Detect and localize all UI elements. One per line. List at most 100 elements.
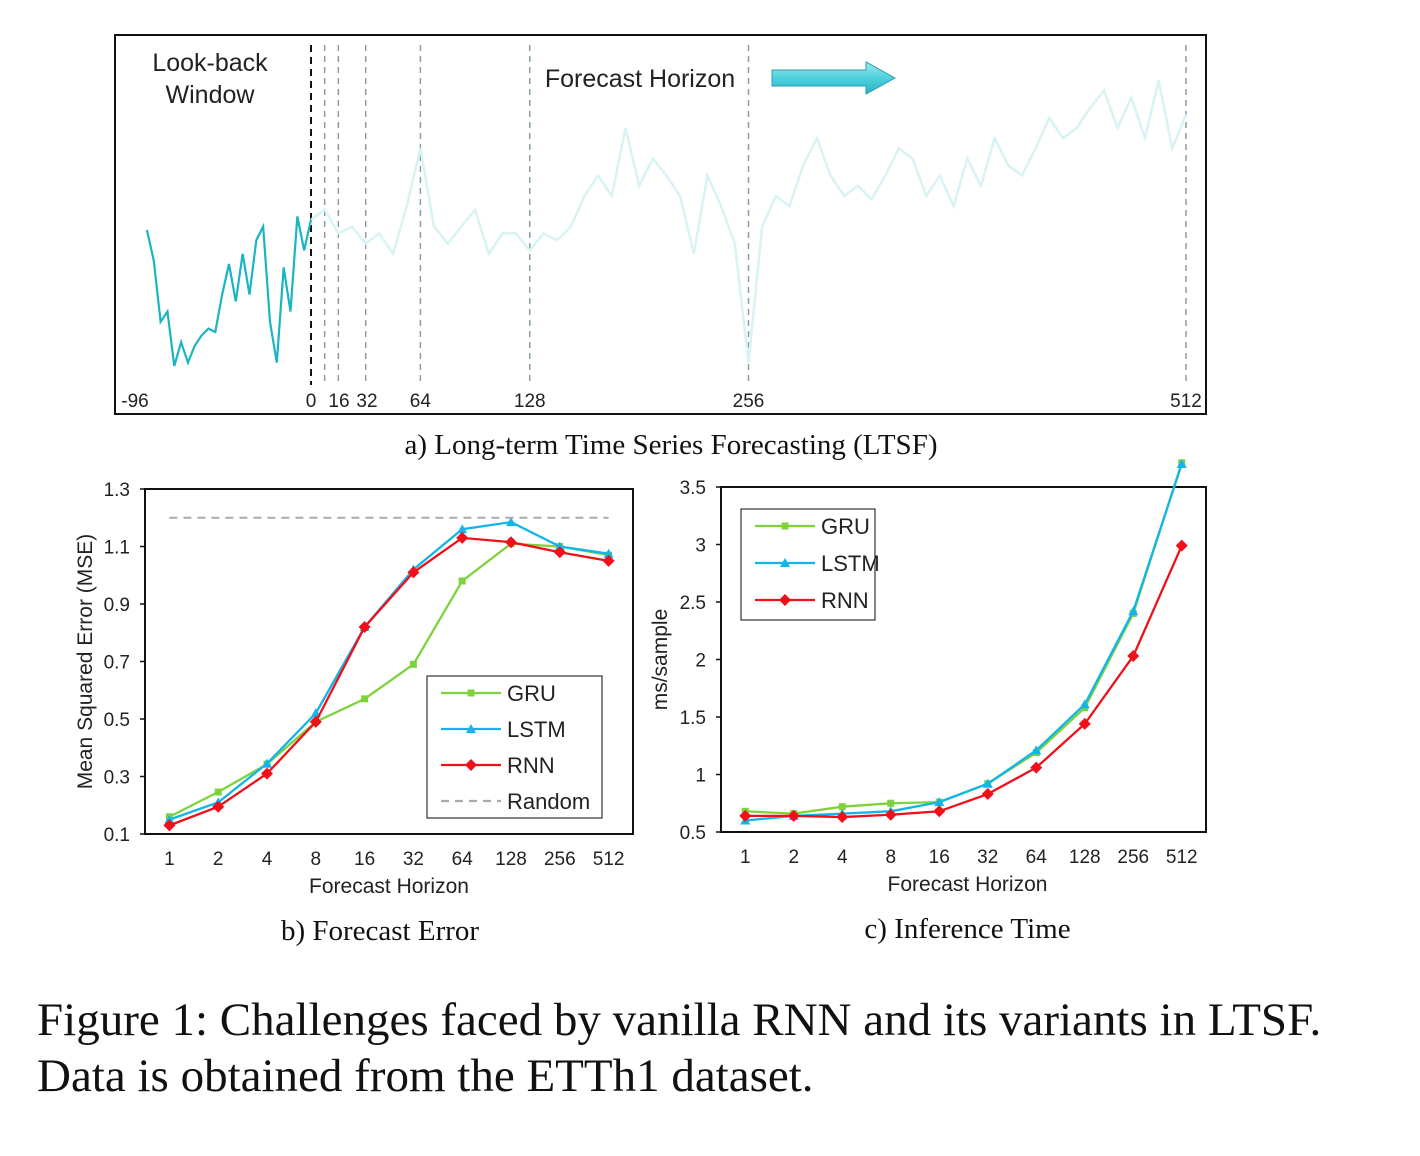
- ytick-label: 0.5: [104, 710, 130, 731]
- figure-caption: Figure 1: Challenges faced by vanilla RN…: [37, 994, 1322, 1102]
- legend-label: RNN: [821, 588, 869, 613]
- xtick-label: 16: [929, 847, 950, 868]
- xtick-label: 32: [356, 391, 377, 412]
- data-point: [358, 621, 371, 633]
- xtick-label: 32: [977, 847, 998, 868]
- legend-entry-rnn: RNN: [441, 753, 555, 778]
- forecast-horizon-label: Forecast Horizon: [545, 65, 735, 93]
- data-point: [456, 531, 469, 544]
- legend-marker: [780, 558, 790, 567]
- series-line: [168, 536, 609, 827]
- y-axis-label: ms/sample: [649, 609, 672, 711]
- lookback-series-line: [145, 216, 313, 367]
- xtick-label: 16: [354, 849, 375, 870]
- ytick-label: 0.1: [104, 825, 130, 846]
- data-point: [933, 805, 946, 818]
- xtick-label: 256: [733, 391, 765, 412]
- xtick-label: 4: [837, 847, 848, 868]
- legend-label: LSTM: [507, 717, 566, 742]
- legend-marker: [779, 594, 791, 606]
- xtick-label: 8: [311, 849, 322, 870]
- data-point: [1031, 745, 1042, 755]
- legend-entry-gru: GRU: [755, 514, 870, 539]
- arrow-right-icon: [771, 61, 897, 95]
- ytick-label: 2: [695, 651, 706, 672]
- lookback-label-line2: Window: [166, 81, 256, 109]
- data-point: [1128, 606, 1139, 616]
- data-point: [505, 536, 517, 549]
- lookback-label-line1: Look-back: [152, 49, 268, 77]
- legend-marker: [781, 522, 789, 530]
- data-point: [934, 797, 945, 807]
- panel-a-caption: a) Long-term Time Series Forecasting (LT…: [405, 429, 938, 461]
- legend-box: [740, 508, 876, 621]
- data-point: [836, 811, 849, 824]
- data-point: [261, 767, 273, 780]
- xtick-label: 0: [306, 391, 317, 412]
- legend: GRU LSTM RNN Random: [426, 675, 603, 819]
- ytick-label: 1: [695, 766, 706, 787]
- y-axis-label: Mean Squared Error (MSE): [74, 534, 97, 790]
- data-point: [506, 517, 516, 527]
- ytick-label: 0.7: [104, 653, 130, 674]
- data-point: [739, 809, 752, 822]
- xtick-label: 256: [1117, 847, 1149, 868]
- data-point: [884, 808, 897, 821]
- xtick-label: 256: [544, 849, 576, 870]
- data-point: [309, 715, 322, 728]
- forecast-series-line: [310, 80, 1188, 363]
- data-point: [1030, 761, 1043, 774]
- data-point: [887, 799, 895, 807]
- xtick-label: 32: [403, 849, 424, 870]
- legend-box: [426, 675, 603, 819]
- data-point: [458, 577, 466, 585]
- data-point: [262, 758, 272, 768]
- ytick-label: 3: [695, 536, 706, 557]
- series-line: [168, 542, 609, 818]
- xtick-label: 128: [514, 391, 546, 412]
- ytick-label: 0.5: [680, 823, 706, 844]
- xtick-label: 512: [1166, 847, 1198, 868]
- xtick-label: 2: [213, 849, 224, 870]
- legend-label: RNN: [507, 753, 555, 778]
- data-point: [407, 566, 420, 579]
- xtick-label: 8: [885, 847, 896, 868]
- xtick-label: 64: [452, 849, 474, 870]
- xtick-label: 64: [410, 391, 432, 412]
- data-point: [553, 546, 566, 559]
- xtick-label: 128: [1069, 847, 1101, 868]
- panel-caption: c) Inference Time: [864, 913, 1070, 945]
- data-point: [1078, 717, 1091, 730]
- xtick-label: 512: [1170, 391, 1202, 412]
- legend-marker: [465, 759, 477, 771]
- panel-b-forecast-error: 0.1 0.3 0.5 0.7 0.9 1.1 1.3 1 2 4 8 16 32 64 128 256 512…: [74, 480, 634, 947]
- xtick-label: 64: [1026, 847, 1048, 868]
- data-point: [554, 541, 565, 551]
- legend-marker: [467, 689, 475, 697]
- legend-entry-random: Random: [441, 789, 590, 814]
- x-axis-label: Forecast Horizon: [309, 875, 469, 898]
- data-point: [164, 814, 175, 824]
- panel-c-inference-time: 0.5 1 1.5 2 2.5 3 3.5 1 2 4 8 16 32 64 128 256 512 Foreca…: [649, 459, 1207, 945]
- data-point: [602, 554, 615, 567]
- legend-marker: [466, 724, 476, 733]
- series-rnn: [739, 539, 1188, 824]
- xtick-label: 1: [164, 849, 175, 870]
- xtick-label: 1: [740, 847, 751, 868]
- ytick-label: 1.5: [680, 708, 706, 729]
- data-point: [163, 819, 176, 832]
- data-point: [787, 809, 800, 822]
- data-point: [361, 695, 369, 703]
- data-point: [1127, 650, 1140, 663]
- legend-entry-gru: GRU: [441, 681, 556, 706]
- xtick-label: 16: [328, 391, 349, 412]
- xtick-label: 4: [262, 849, 273, 870]
- data-point: [1176, 459, 1187, 468]
- panel-caption: b) Forecast Error: [281, 915, 479, 947]
- xtick-label: -96: [121, 391, 148, 412]
- data-point: [409, 660, 417, 668]
- xtick-label: 128: [495, 849, 527, 870]
- series-line: [745, 463, 1183, 822]
- ytick-label: 2.5: [680, 593, 706, 614]
